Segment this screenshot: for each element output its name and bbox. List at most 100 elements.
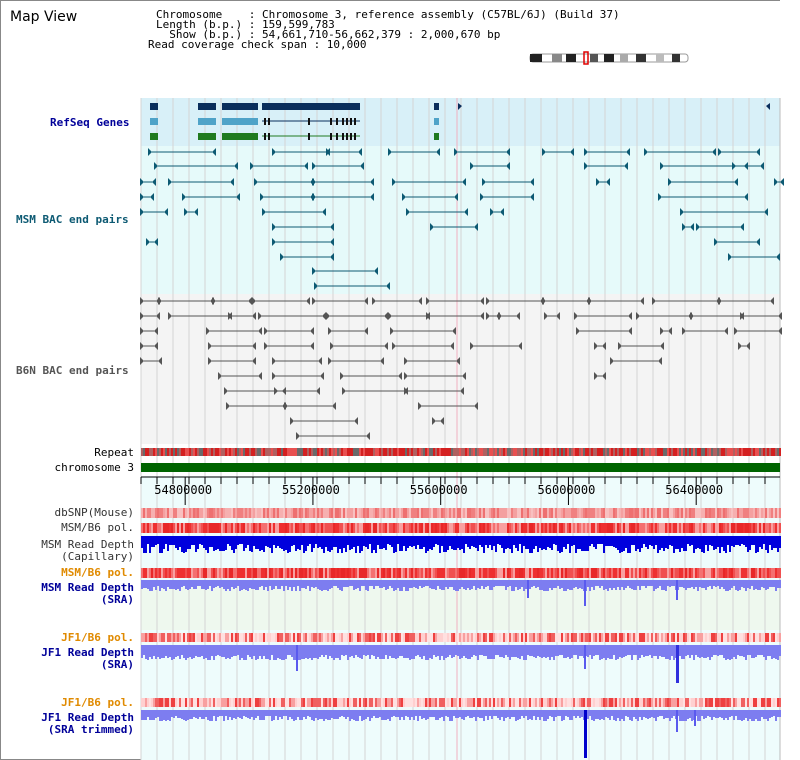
jf1-pol-strip-cell — [533, 633, 535, 642]
msm-depth-sra-bar — [215, 580, 217, 587]
jf1-depth-sra-trimmed-bar — [291, 710, 293, 719]
b6n-bac-pair-end — [778, 312, 782, 320]
msm-pol-strip-cell — [453, 523, 455, 533]
jf1-pol2-strip-cell — [761, 698, 763, 707]
track-label-msm-bac[interactable]: MSM BAC end pairs — [16, 213, 129, 226]
jf1-pol2-strip-cell — [725, 698, 727, 707]
msm-pol-strip-cell — [309, 523, 311, 533]
msm-pol-strip-cell — [149, 523, 151, 533]
msm-pol2-strip-cell — [593, 568, 595, 578]
msm-pol-strip-cell — [719, 523, 721, 533]
track-label-msm-pol2[interactable]: MSM/B6 pol. — [61, 566, 134, 579]
jf1-pol2-strip-cell — [751, 698, 753, 707]
jf1-pol2-strip-cell — [447, 698, 449, 707]
msm-depth-capillary-bar — [525, 536, 527, 549]
jf1-pol-strip-cell — [689, 633, 691, 642]
dbsnp-strip-cell — [299, 508, 301, 518]
jf1-depth-sra-bar — [467, 645, 469, 659]
jf1-pol-strip-cell — [435, 633, 437, 642]
jf1-pol2-strip-cell — [295, 698, 297, 707]
jf1-pol-strip-cell — [189, 633, 191, 642]
jf1-pol-strip-cell — [447, 633, 449, 642]
msm-pol-strip-cell — [291, 523, 293, 533]
msm-depth-capillary-bar — [507, 536, 509, 548]
msm-depth-sra-bar — [735, 580, 737, 590]
track-label-repeat[interactable]: Repeat — [94, 446, 134, 459]
b6n-bac-pair-start — [140, 327, 144, 335]
jf1-depth-sra-bar — [221, 645, 223, 657]
msm-depth-sra-bar — [397, 580, 399, 588]
track-label-b6n-bac[interactable]: B6N BAC end pairs — [16, 364, 129, 377]
jf1-depth-sra-trimmed-bar — [409, 710, 411, 720]
msm-pol-strip-cell — [375, 523, 377, 533]
refseq-arrow — [766, 103, 770, 110]
msm-pol2-strip-cell — [265, 568, 267, 578]
track-label-msm-depth-sra[interactable]: MSM Read Depth — [41, 581, 134, 594]
repeat-segment — [313, 448, 315, 456]
grid-lines — [140, 98, 766, 760]
b6n-bac-pair-end — [380, 357, 384, 365]
msm-pol2-strip-cell — [383, 568, 385, 578]
jf1-pol2-strip-cell — [427, 698, 429, 707]
jf1-depth-sra-bar — [653, 645, 655, 656]
track-label-msm-pol[interactable]: MSM/B6 pol. — [61, 521, 134, 534]
msm-pol-strip-cell — [451, 523, 453, 533]
jf1-depth-sra-bar — [597, 645, 599, 655]
jf1-pol2-strip-cell — [337, 698, 339, 707]
b6n-bac-pair-end — [602, 372, 606, 380]
track-label-jf1-pol[interactable]: JF1/B6 pol. — [61, 631, 134, 644]
track-label-msm-depth-cap[interactable]: MSM Read Depth — [41, 538, 134, 551]
repeat-segment — [261, 448, 263, 456]
repeat-segment — [385, 448, 387, 456]
repeat-segment — [235, 448, 237, 456]
msm-depth-sra-bar — [383, 580, 385, 587]
jf1-depth-sra-trimmed-bar — [305, 710, 307, 719]
jf1-pol-strip-cell — [229, 633, 231, 642]
msm-pol-strip-cell — [323, 523, 325, 533]
track-label-dbsnp[interactable]: dbSNP(Mouse) — [54, 506, 134, 519]
jf1-depth-sra-bar — [569, 645, 571, 659]
msm-pol-strip-cell — [369, 523, 371, 533]
ideogram-band — [636, 54, 646, 62]
jf1-depth-sra-bar — [587, 645, 589, 657]
track-label-jf1-pol2[interactable]: JF1/B6 pol. — [61, 696, 134, 709]
jf1-depth-sra-bar — [395, 645, 397, 659]
msm-depth-sra-bar — [159, 580, 161, 591]
msm-pol2-strip-cell — [699, 568, 701, 578]
msm-depth-capillary-bar — [523, 536, 525, 546]
msm-depth-capillary-bar — [321, 536, 323, 549]
jf1-pol-strip-cell — [497, 633, 499, 642]
track-label-refseq[interactable]: RefSeq Genes — [50, 116, 130, 129]
b6n-bac-pair-start — [738, 342, 742, 350]
track-label-chromosome[interactable]: chromosome 3 — [54, 461, 134, 474]
jf1-depth-sra-bar — [259, 645, 261, 656]
msm-depth-sra-bar — [479, 580, 481, 589]
msm-pol2-strip-cell — [241, 568, 243, 578]
track-label-jf1-depth-sra[interactable]: JF1 Read Depth — [41, 646, 134, 659]
jf1-pol2-strip-cell — [763, 698, 765, 707]
jf1-pol-strip-cell — [171, 633, 173, 642]
repeat-segment — [305, 448, 307, 456]
msm-pol-strip-cell — [769, 523, 771, 533]
jf1-depth-sra-trimmed-bar — [649, 710, 651, 718]
msm-depth-sra-spike — [676, 580, 678, 600]
track-label-jf1-depth-trim[interactable]: JF1 Read Depth — [41, 711, 134, 724]
msm-pol2-strip-cell — [301, 568, 303, 578]
msm-pol-strip-cell — [327, 523, 329, 533]
msm-pol-strip-cell — [627, 523, 629, 533]
jf1-pol-strip-cell — [537, 633, 539, 642]
repeat-segment — [545, 448, 547, 456]
repeat-segment — [257, 448, 259, 456]
jf1-pol-strip-cell — [219, 633, 221, 642]
dbsnp-strip-cell — [597, 508, 599, 518]
jf1-depth-sra-bar — [463, 645, 465, 656]
msm-pol2-strip-cell — [205, 568, 207, 578]
msm-depth-capillary-bar — [265, 536, 267, 546]
repeat-segment — [695, 448, 697, 456]
msm-depth-capillary-bar — [441, 536, 443, 546]
msm-pol-strip-cell — [281, 523, 283, 533]
jf1-pol-strip-cell — [275, 633, 277, 642]
jf1-pol2-strip-cell — [467, 698, 469, 707]
msm-depth-sra-bar — [589, 580, 591, 591]
msm-pol-strip-cell — [725, 523, 727, 533]
